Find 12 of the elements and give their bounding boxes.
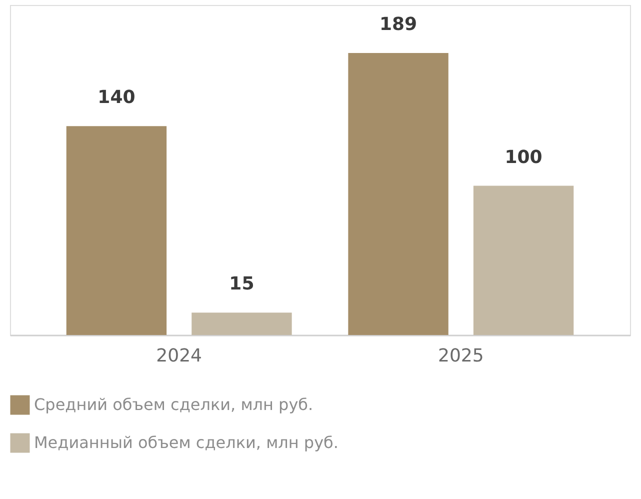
x-tick-label: 2025 — [438, 346, 484, 366]
data-label: 15 — [229, 274, 254, 295]
legend-label: Медианный объем сделки, млн руб. — [34, 433, 338, 452]
bar — [192, 312, 292, 335]
x-tick-label: 2024 — [156, 346, 202, 366]
legend-label: Средний объем сделки, млн руб. — [34, 395, 314, 414]
bar — [66, 126, 167, 335]
bar — [348, 52, 448, 335]
data-label: 140 — [98, 87, 136, 108]
bar — [473, 186, 574, 335]
data-label: 189 — [379, 14, 418, 35]
data-label: 100 — [504, 146, 542, 168]
